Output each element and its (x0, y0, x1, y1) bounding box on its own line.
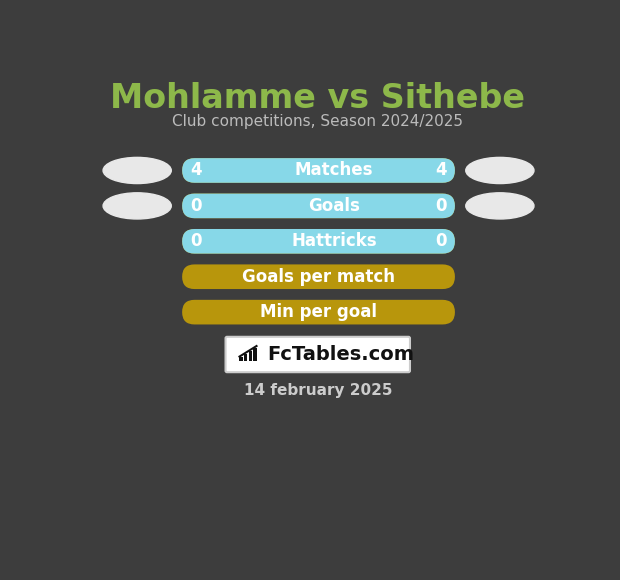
Bar (244, 354, 247, 361)
FancyBboxPatch shape (182, 264, 455, 289)
Text: 4: 4 (435, 161, 447, 179)
Ellipse shape (103, 193, 171, 219)
Text: Goals per match: Goals per match (242, 268, 395, 286)
Text: Goals: Goals (308, 197, 360, 215)
Ellipse shape (103, 157, 171, 183)
FancyBboxPatch shape (182, 158, 455, 183)
FancyBboxPatch shape (182, 229, 455, 253)
Text: 0: 0 (190, 197, 202, 215)
Text: Club competitions, Season 2024/2025: Club competitions, Season 2024/2025 (172, 114, 463, 129)
Bar (239, 357, 242, 361)
Ellipse shape (466, 157, 534, 183)
Bar (297, 157, 456, 183)
FancyBboxPatch shape (182, 194, 455, 218)
Text: 0: 0 (190, 233, 202, 251)
Text: 0: 0 (435, 233, 447, 251)
Text: FcTables.com: FcTables.com (267, 345, 414, 364)
Text: Matches: Matches (294, 161, 373, 179)
FancyBboxPatch shape (182, 300, 455, 324)
FancyBboxPatch shape (182, 194, 455, 218)
Text: Mohlamme vs Sithebe: Mohlamme vs Sithebe (110, 82, 525, 115)
Bar (249, 351, 252, 361)
FancyBboxPatch shape (226, 337, 410, 372)
Text: 4: 4 (190, 161, 202, 179)
Ellipse shape (466, 193, 534, 219)
FancyBboxPatch shape (182, 229, 455, 253)
Text: Hattricks: Hattricks (291, 233, 377, 251)
Bar (297, 193, 456, 219)
Text: Min per goal: Min per goal (260, 303, 377, 321)
Text: 14 february 2025: 14 february 2025 (244, 383, 392, 398)
Text: 0: 0 (435, 197, 447, 215)
Bar (254, 347, 257, 361)
Bar (297, 228, 456, 255)
FancyBboxPatch shape (182, 158, 455, 183)
